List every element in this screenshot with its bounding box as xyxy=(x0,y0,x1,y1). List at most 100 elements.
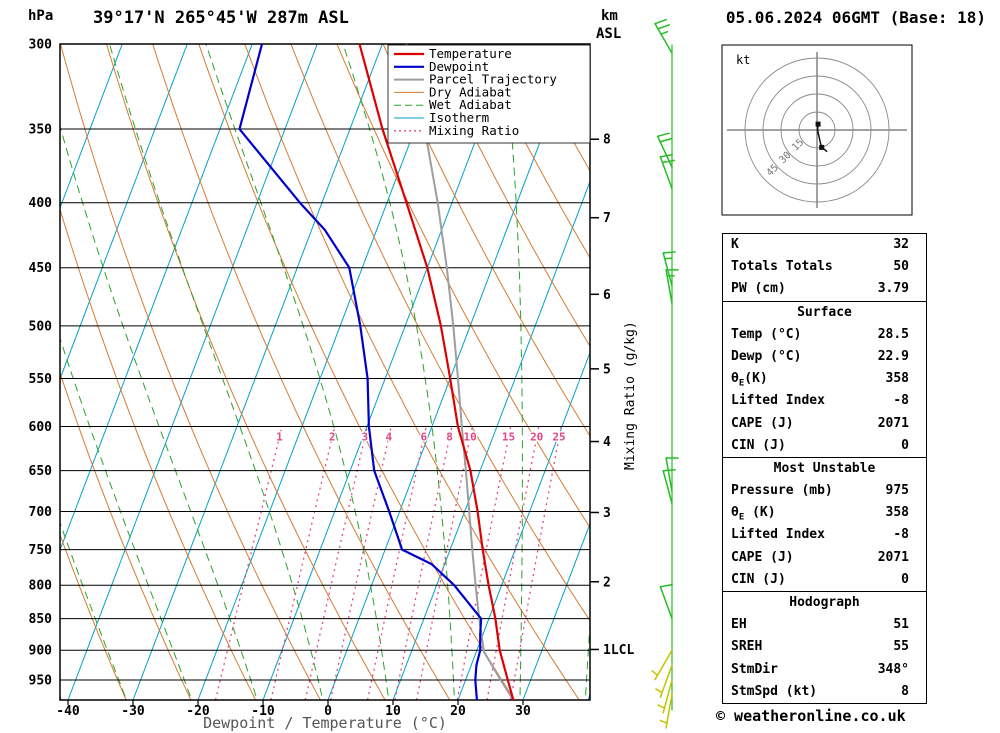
isotherm-lines xyxy=(60,44,590,700)
stats-row: CIN (J) 0 xyxy=(723,569,926,591)
temperature-tick-label: 30 xyxy=(515,704,531,719)
mixing-ratio-value-label: 25 xyxy=(552,430,565,443)
mixing-ratio-value-label: 6 xyxy=(421,430,428,443)
page-title: 39°17'N 265°45'W 287m ASL xyxy=(93,8,349,28)
stats-row: EH 51 xyxy=(723,614,926,636)
stat-value: 3.79 xyxy=(877,281,909,297)
parcel-trajectory-line xyxy=(405,44,515,700)
wind-barb xyxy=(657,679,673,714)
mixing-ratio-value-label: 3 xyxy=(361,430,368,443)
km-tick-label: 5 xyxy=(603,362,611,377)
wind-barb xyxy=(659,583,673,620)
stat-label: θE(K) xyxy=(731,371,768,389)
legend-box xyxy=(387,44,591,144)
temperature-tick-label: -40 xyxy=(56,704,80,719)
temperature-tick-label: 0 xyxy=(324,704,332,719)
stats-section-most-unstable: Most Unstable Pressure (mb) 975 θE (K) 358 Li… xyxy=(723,456,926,591)
stat-value: 2071 xyxy=(877,549,909,565)
km-axis-label: km xyxy=(601,8,618,24)
stats-table: K 32 Totals Totals 50 PW (cm) 3.79 Surface Temp… xyxy=(722,233,927,704)
stat-label: PW (cm) xyxy=(731,281,786,297)
pressure-tick-label: 650 xyxy=(29,464,53,479)
wind-barb xyxy=(656,132,673,168)
stat-label: CIN (J) xyxy=(731,437,786,453)
km-tick-label: 3 xyxy=(603,506,611,521)
stat-value: 22.9 xyxy=(877,348,909,364)
stats-row: StmSpd (kt) 8 xyxy=(723,681,926,703)
km-tick-label: 2 xyxy=(603,575,611,590)
stat-value: 2071 xyxy=(877,415,909,431)
pressure-tick-label: 400 xyxy=(29,196,53,211)
dewpoint-line xyxy=(238,44,483,700)
plot-border xyxy=(59,43,591,701)
stats-row: Totals Totals 50 xyxy=(723,256,926,278)
stats-row: θE (K) 358 xyxy=(723,502,926,524)
hodograph-ring xyxy=(744,57,890,203)
stat-value: -8 xyxy=(893,527,909,543)
km-tick-label: 7 xyxy=(603,211,611,226)
pressure-tick-label: 500 xyxy=(29,319,53,334)
temperature-tick-label: -30 xyxy=(121,704,145,719)
stats-row: Dewp (°C) 22.9 xyxy=(723,346,926,368)
wind-barb xyxy=(662,251,676,287)
wind-barb xyxy=(655,664,673,699)
stat-label: StmDir xyxy=(731,661,778,677)
legend-label: Parcel Trajectory xyxy=(429,72,557,87)
stats-row: Pressure (mb) 975 xyxy=(723,480,926,502)
copyright: © weatheronline.co.uk xyxy=(716,707,906,725)
legend-label: Dewpoint xyxy=(429,59,489,74)
temperature-tick-label: 10 xyxy=(385,704,401,719)
stats-section-header: Surface xyxy=(797,304,852,320)
wind-barb xyxy=(654,18,673,54)
mixing-ratio-value-label: 8 xyxy=(446,430,453,443)
temperature-tick-label: -10 xyxy=(251,704,275,719)
wind-barb xyxy=(665,457,679,493)
asl-axis-label: ASL xyxy=(596,26,622,42)
pressure-tick-label: 600 xyxy=(29,420,53,435)
stat-value: 8 xyxy=(901,683,909,699)
stats-section-hodograph: Hodograph EH 51 SREH 55 StmDir 348° StmSpd (kt)… xyxy=(723,591,926,703)
km-tick-label: 8 xyxy=(603,133,611,148)
stat-label: Temp (°C) xyxy=(731,326,802,342)
stat-value: 0 xyxy=(901,571,909,587)
pressure-tick-label: 800 xyxy=(29,579,53,594)
stats-section-header: Hodograph xyxy=(789,595,860,610)
hodograph-ring xyxy=(762,75,872,185)
stats-row: SREH 55 xyxy=(723,636,926,658)
datetime-label: 05.06.2024 06GMT (Base: 18) xyxy=(725,8,986,27)
dry-adiabat-lines xyxy=(60,44,590,700)
stat-value: 32 xyxy=(893,237,909,252)
pressure-tick-label: 900 xyxy=(29,644,53,659)
stats-section-indices: K 32 Totals Totals 50 PW (cm) 3.79 xyxy=(723,234,926,301)
hodograph-marker xyxy=(815,121,821,127)
stats-row: θE(K) 358 xyxy=(723,368,926,390)
mixing-ratio-value-label: 1 xyxy=(276,430,283,443)
stat-value: 55 xyxy=(893,639,909,655)
stat-value: 358 xyxy=(885,505,909,521)
stat-value: 348° xyxy=(877,661,909,677)
hodograph-ring xyxy=(798,111,836,149)
temperature-axis-ticks: -40 -30 -20 -10 0 10 20 30 xyxy=(56,700,531,719)
mixing-ratio-value-label: 20 xyxy=(530,430,543,443)
wind-barb xyxy=(662,468,676,505)
legend-label: Wet Adiabat xyxy=(429,97,512,112)
stats-row: Temp (°C) 28.5 xyxy=(723,324,926,346)
pressure-tick-label: 350 xyxy=(29,123,53,138)
stat-value: 28.5 xyxy=(877,326,909,342)
legend-label: Mixing Ratio xyxy=(429,123,519,138)
pressure-tick-label: 700 xyxy=(29,505,53,520)
pressure-tick-label: 750 xyxy=(29,543,53,558)
plot-background xyxy=(60,44,590,700)
stat-value: 50 xyxy=(893,259,909,275)
stats-row: K 32 xyxy=(723,234,926,256)
stats-row: CIN (J) 0 xyxy=(723,435,926,457)
mixing-ratio-value-label: 15 xyxy=(502,430,515,443)
temperature-tick-label: 20 xyxy=(450,704,466,719)
hodograph-marker xyxy=(819,144,825,150)
stats-row: StmDir 348° xyxy=(723,659,926,681)
stat-value: 975 xyxy=(885,483,909,499)
stat-label: StmSpd (kt) xyxy=(731,683,818,699)
